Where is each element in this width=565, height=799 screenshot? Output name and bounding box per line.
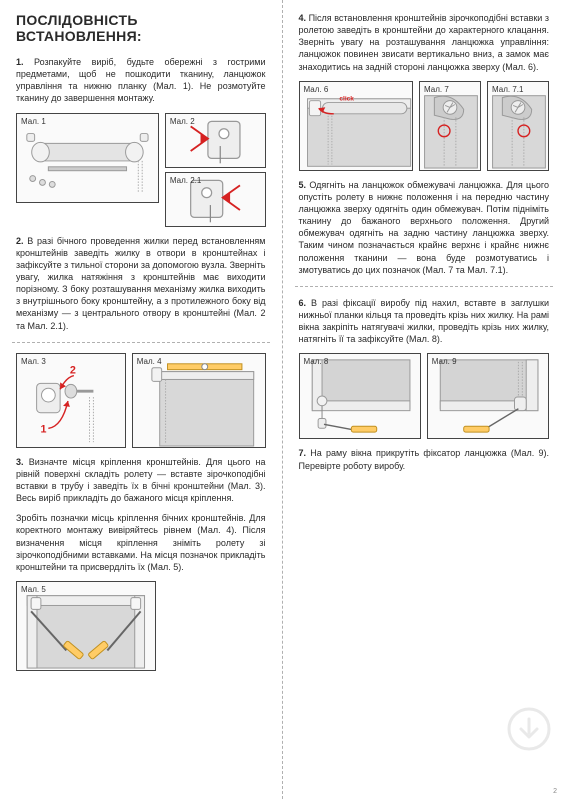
watermark-icon [507, 707, 551, 751]
right-column: 4. Пiсля встановлення кронштейнiв зiрочк… [283, 0, 565, 799]
svg-text:2: 2 [70, 364, 76, 376]
figure-8: Мал. 8 [299, 353, 421, 439]
click-label: click [339, 95, 354, 102]
svg-text:1: 1 [41, 423, 47, 435]
figure-6: Мал. 6 click [299, 81, 414, 171]
figure-6-label: Мал. 6 [304, 85, 329, 94]
figure-7-1-svg [488, 82, 548, 170]
figure-2: Мал. 2 [165, 113, 266, 168]
figure-3-label: Мал. 3 [21, 357, 46, 366]
divider-right [295, 286, 554, 287]
left-column: ПОСЛIДОВНIСТЬ ВСТАНОВЛЕННЯ: 1. Розпакуйт… [0, 0, 283, 799]
figure-2-1-label: Мал. 2.1 [170, 176, 201, 185]
step-6-text: 6. В разi фiксацiї виробу пiд нахил, вст… [299, 297, 550, 346]
step-3a-body: Визначте мiсця крiплення кронштейнiв. Дл… [16, 457, 266, 503]
figure-5-label: Мал. 5 [21, 585, 46, 594]
figure-5-svg [17, 582, 155, 670]
figure-5: Мал. 5 [16, 581, 156, 671]
page-number: 2 [553, 788, 557, 795]
figure-1-svg [17, 114, 158, 202]
figure-9: Мал. 9 [427, 353, 549, 439]
step-2-body: В разi бiчного проведення жилки перед вс… [16, 236, 266, 331]
figure-3-svg: 2 1 [17, 354, 125, 447]
step-4-body: Пiсля встановлення кронштейнiв зiрочкопо… [299, 13, 550, 72]
figure-7: Мал. 7 [419, 81, 481, 171]
figure-9-svg [428, 354, 548, 438]
figure-7-1: Мал. 7.1 [487, 81, 549, 171]
figure-7-1-label: Мал. 7.1 [492, 85, 523, 94]
fig-row-3-4: Мал. 3 2 1 Мал. 4 [16, 353, 266, 448]
step-5-body: Одягнiть на ланцюжок обмежувачi ланцюжка… [299, 180, 550, 275]
step-2-text: 2. В разi бiчного проведення жилки перед… [16, 235, 266, 332]
figure-4: Мал. 4 [132, 353, 266, 448]
figure-4-svg [133, 354, 265, 447]
figure-3: Мал. 3 2 1 [16, 353, 126, 448]
page-title: ПОСЛIДОВНIСТЬ ВСТАНОВЛЕННЯ: [16, 12, 266, 44]
figure-2-label: Мал. 2 [170, 117, 195, 126]
figure-4-label: Мал. 4 [137, 357, 162, 366]
figure-9-label: Мал. 9 [432, 357, 457, 366]
figure-8-svg [300, 354, 420, 438]
figure-2-1: Мал. 2.1 [165, 172, 266, 227]
fig-row-5: Мал. 5 [16, 581, 266, 671]
figure-7-label: Мал. 7 [424, 85, 449, 94]
step-7-text: 7. На раму вiкна прикрутiть фiксатор лан… [299, 447, 550, 471]
divider-left [12, 342, 270, 343]
step-3b-text: Зробiть позначки мiсць крiплення бiчних … [16, 512, 266, 573]
fig-row-6-7: Мал. 6 click Мал. 7 [299, 81, 550, 171]
figure-7-svg [420, 82, 480, 170]
figure-8-label: Мал. 8 [304, 357, 329, 366]
fig-row-8-9: Мал. 8 Мал. 9 [299, 353, 550, 439]
figure-1-label: Мал. 1 [21, 117, 46, 126]
step-6-body: В разi фiксацiї виробу пiд нахил, вставт… [299, 298, 550, 344]
step-7-body: На раму вiкна прикрутiть фiксатор ланцюж… [299, 448, 550, 470]
step-1-body: Розпакуйте вирiб, будьте обережнi з гост… [16, 57, 266, 103]
figure-6-svg: click [300, 82, 413, 170]
step-4-text: 4. Пiсля встановлення кронштейнiв зiрочк… [299, 12, 550, 73]
instruction-page: ПОСЛIДОВНIСТЬ ВСТАНОВЛЕННЯ: 1. Розпакуйт… [0, 0, 565, 799]
step-5-text: 5. Одягнiть на ланцюжок обмежувачi ланцю… [299, 179, 550, 276]
step-3a-text: 3. Визначте мiсця крiплення кронштейнiв.… [16, 456, 266, 505]
step-1-text: 1. Розпакуйте вирiб, будьте обережнi з г… [16, 56, 266, 105]
figure-1: Мал. 1 [16, 113, 159, 203]
fig-row-1-2: Мал. 1 Мал. 2 [16, 113, 266, 227]
